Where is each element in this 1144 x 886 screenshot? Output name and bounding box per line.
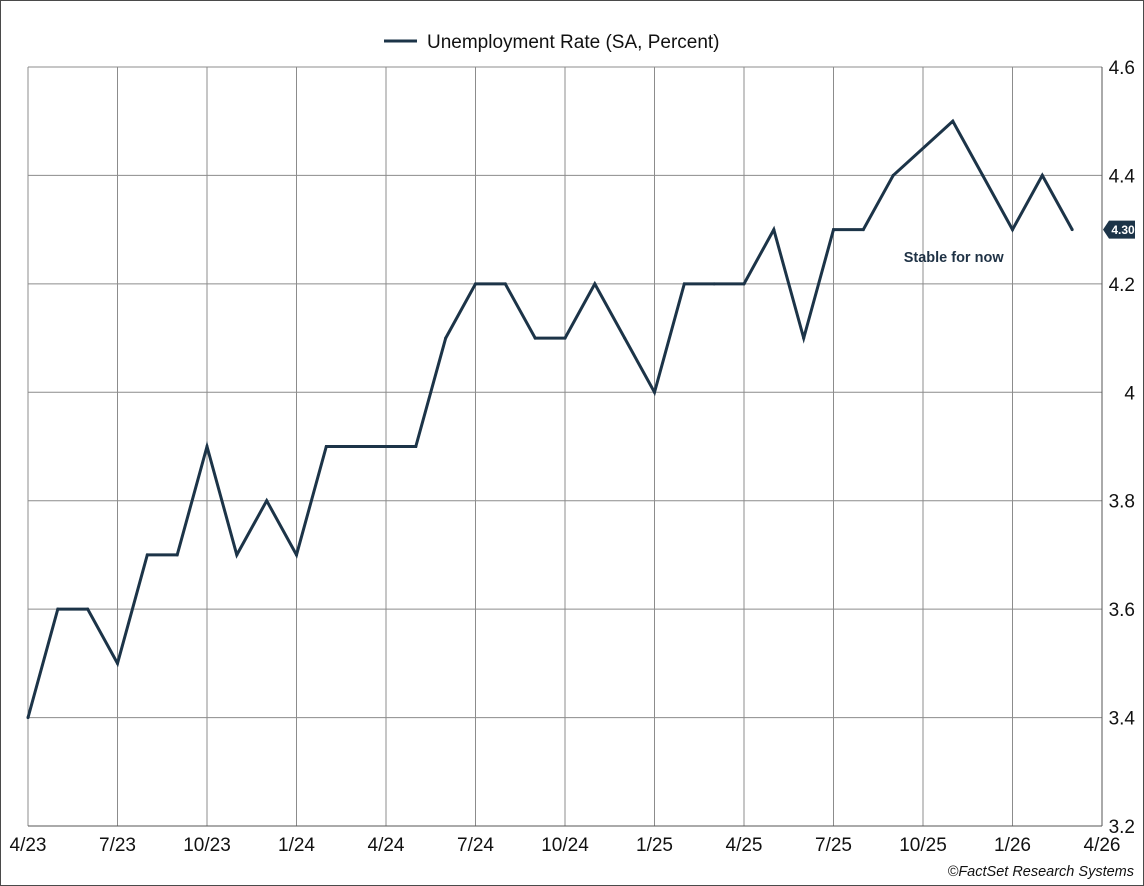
data-point — [682, 282, 686, 286]
last-value-badge — [1103, 220, 1135, 239]
data-point — [295, 553, 298, 557]
series-line — [26, 118, 1074, 718]
x-tick-label: 1/26 — [994, 835, 1031, 856]
y-tick-label: 4.6 — [1109, 58, 1135, 79]
y-tick-label: 4.2 — [1109, 275, 1135, 296]
data-point — [861, 228, 865, 232]
x-tick-label: 1/25 — [636, 835, 673, 856]
legend-label: Unemployment Rate (SA, Percent) — [427, 32, 720, 53]
y-tick-label: 3.6 — [1109, 600, 1135, 621]
data-point — [205, 445, 209, 448]
x-tick-label: 4/24 — [368, 835, 405, 856]
data-point — [503, 282, 507, 286]
annotation-text: Stable for now — [904, 250, 1005, 266]
x-tick-label: 7/24 — [457, 835, 494, 856]
data-point — [981, 173, 985, 177]
data-point — [951, 119, 955, 123]
x-tick-label: 7/23 — [99, 835, 136, 856]
data-point — [653, 390, 656, 394]
data-point — [772, 228, 776, 232]
data-point — [86, 607, 90, 611]
data-point — [384, 445, 388, 448]
data-point — [354, 445, 358, 448]
x-tick-label: 4/23 — [10, 835, 47, 856]
data-point — [623, 336, 627, 340]
data-point — [265, 499, 269, 503]
data-point — [414, 445, 418, 448]
data-point — [175, 553, 179, 557]
y-tick-label: 3.2 — [1109, 817, 1135, 838]
data-point — [444, 336, 448, 340]
data-point — [1040, 173, 1044, 177]
data-point — [56, 607, 60, 611]
source-credit: ©FactSet Research Systems — [948, 864, 1134, 880]
data-point — [474, 282, 477, 286]
data-point — [891, 173, 895, 177]
data-point — [116, 661, 119, 665]
y-tick-label: 4.4 — [1109, 166, 1136, 187]
data-point — [742, 282, 746, 286]
y-tick-label: 4 — [1124, 383, 1135, 404]
last-value-label: 4.30 — [1111, 223, 1135, 237]
data-point — [324, 445, 328, 448]
x-tick-label: 10/25 — [899, 835, 947, 856]
x-tick-label: 4/25 — [726, 835, 763, 856]
data-point — [26, 716, 30, 720]
x-tick-label: 1/24 — [278, 835, 315, 856]
data-point — [235, 553, 239, 557]
x-tick-label: 4/26 — [1084, 835, 1121, 856]
x-tick-label: 10/24 — [541, 835, 589, 856]
data-point — [533, 336, 537, 340]
data-point — [593, 282, 597, 286]
data-point — [1070, 228, 1074, 232]
data-point — [832, 228, 835, 232]
data-point — [1011, 228, 1014, 232]
data-point — [802, 336, 806, 340]
x-tick-label: 10/23 — [183, 835, 231, 856]
x-tick-label: 7/25 — [815, 835, 852, 856]
data-point — [712, 282, 716, 286]
data-point — [145, 553, 149, 557]
data-point — [563, 336, 567, 340]
y-tick-label: 3.4 — [1109, 709, 1136, 730]
y-tick-label: 3.8 — [1109, 492, 1135, 513]
